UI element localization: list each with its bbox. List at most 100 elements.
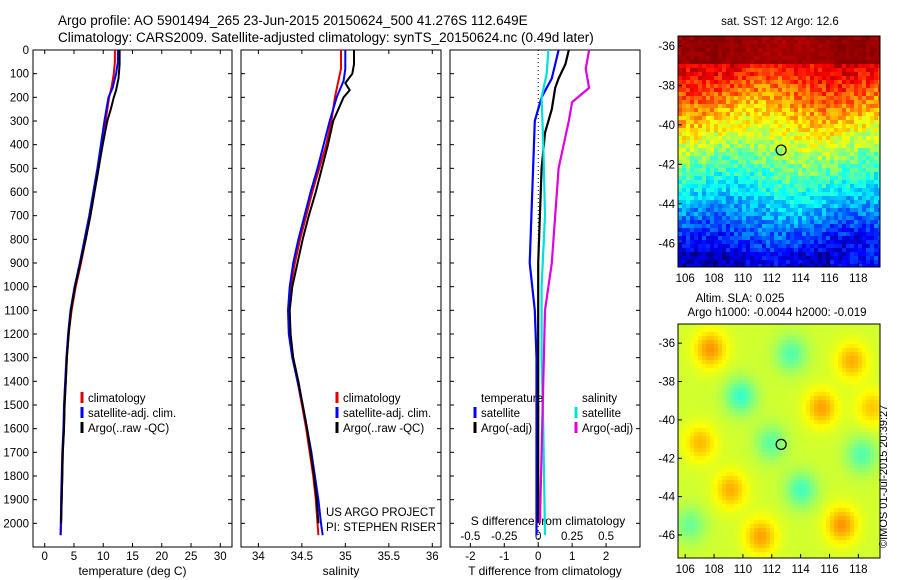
salinity-series-line — [286, 50, 347, 536]
temperature-ytick-label: 1100 — [4, 305, 29, 317]
difference-xtick-label: 2 — [603, 551, 609, 563]
temperature-xtick-label: 20 — [155, 551, 168, 563]
sla-map-ytick-label: -46 — [658, 530, 675, 542]
sst-map-xtick-label: 116 — [820, 273, 838, 285]
temperature-ytick-label: 900 — [10, 258, 29, 270]
difference-xtick-label-top: -0.25 — [491, 531, 517, 543]
temperature-ytick-label: 600 — [10, 187, 29, 199]
sst-map-ytick-label: -36 — [658, 41, 675, 53]
temperature-ytick-label: 0 — [23, 45, 29, 57]
difference-xtick-label-top: 0.25 — [561, 531, 583, 543]
salinity-legend-label: climatology — [343, 393, 401, 405]
salinity-legend-label: Argo(..raw -QC) — [343, 423, 424, 435]
temperature-ytick-label: 400 — [10, 140, 29, 152]
difference-series-line — [528, 49, 560, 536]
difference-legend-title: temperature — [481, 393, 543, 405]
sst-map-title: sat. SST: 12 Argo: 12.6 — [721, 16, 839, 28]
temperature-ytick-label: 700 — [10, 211, 29, 223]
sst-map-frame — [677, 35, 881, 268]
temperature-legend-label: climatology — [88, 393, 146, 405]
sst-map-ytick-label: -42 — [658, 159, 675, 171]
temperature-xlabel: temperature (deg C) — [78, 564, 186, 578]
sst-map-heatmap-cells — [678, 36, 880, 267]
temperature-series-line — [60, 50, 121, 524]
temperature-ytick-label: 1700 — [3, 447, 29, 459]
sla-map-ytick-label: -42 — [658, 453, 675, 465]
sst-map-ytick-label: -44 — [658, 199, 675, 211]
temperature-xtick-label: 5 — [71, 551, 77, 563]
temperature-ytick-label: 1500 — [3, 400, 29, 412]
sla-map-ytick-label: -36 — [658, 338, 675, 350]
difference-xtick-label: -2 — [465, 551, 475, 563]
sst-map-xtick-label: 112 — [763, 273, 781, 285]
temperature-ytick-label: 1300 — [3, 353, 29, 365]
sla-map-heatmap-cells — [678, 324, 880, 558]
sst-map-xtick-label: 108 — [704, 273, 723, 285]
difference-xlabel: T difference from climatology — [468, 564, 622, 578]
sla-map-ytick-label: -38 — [658, 377, 675, 389]
temperature-ytick-label: 300 — [10, 116, 29, 128]
temperature-ytick-label: 200 — [10, 92, 29, 104]
sst-map-xtick-label: 114 — [791, 273, 810, 285]
difference-legend-label: satellite — [582, 408, 621, 420]
temperature-legend-label: Argo(..raw -QC) — [88, 423, 169, 435]
salinity-frame — [240, 49, 442, 548]
temperature-xtick-label: 0 — [42, 551, 48, 563]
sst-map-xtick-label: 106 — [676, 273, 695, 285]
sla-map-xtick-label: 118 — [849, 564, 867, 576]
difference-xtick-label-top: -0.5 — [460, 531, 480, 543]
salinity-xlabel: salinity — [323, 564, 360, 578]
sst-map-ytick-label: -46 — [658, 238, 675, 250]
difference-xtick-label: 1 — [569, 551, 575, 563]
salinity-annotation: US ARGO PROJECT — [326, 507, 435, 519]
temperature-ytick-label: 1200 — [3, 329, 29, 341]
temperature-ytick-label: 1800 — [3, 471, 29, 483]
sst-map-xtick-label: 110 — [734, 273, 752, 285]
salinity-annotation: PI: STEPHEN RISER — [326, 522, 436, 534]
sla-map-frame — [677, 323, 881, 559]
difference-series-line — [538, 49, 591, 524]
sla-map-subtitle: Argo h1000: -0.0044 h2000: -0.019 — [687, 307, 866, 319]
salinity-legend-label: satellite-adj. clim. — [343, 408, 431, 420]
sst-map-xtick-label: 118 — [849, 273, 867, 285]
salinity-xtick-label: 35.5 — [378, 551, 400, 563]
salinity-series-line — [288, 50, 355, 524]
temperature-xtick-label: 25 — [185, 551, 198, 563]
difference-xtick-label-top: 0.5 — [598, 531, 614, 543]
difference-top-label: S difference from climatology — [471, 514, 626, 528]
salinity-xtick-label: 36 — [426, 551, 439, 563]
climatology-title: Climatology: CARS2009. Satellite-adjuste… — [58, 30, 594, 45]
sla-map-ytick-label: -44 — [658, 492, 675, 504]
temperature-xtick-label: 10 — [97, 551, 110, 563]
temperature-series-line — [59, 50, 119, 536]
difference-legend-label: Argo(-adj) — [582, 423, 633, 435]
temperature-ytick-label: 100 — [10, 69, 29, 81]
salinity-xtick-label: 34.5 — [291, 551, 313, 563]
difference-xtick-label: 0 — [535, 551, 541, 563]
sla-map-ytick-label: -40 — [658, 415, 675, 427]
difference-legend-label: satellite — [481, 408, 520, 420]
temperature-ytick-label: 1900 — [3, 495, 29, 507]
salinity-xtick-label: 35 — [339, 551, 352, 563]
sla-map-xtick-label: 108 — [704, 564, 723, 576]
sla-map-argo-marker — [775, 438, 787, 450]
difference-legend-title: salinity — [582, 393, 617, 405]
sst-map-ytick-label: -38 — [658, 80, 675, 92]
difference-series-line — [537, 49, 570, 524]
sla-map-xtick-label: 110 — [734, 564, 752, 576]
temperature-ytick-label: 1600 — [3, 424, 29, 436]
difference-frame — [449, 49, 641, 548]
temperature-legend-label: satellite-adj. clim. — [88, 408, 176, 420]
profile-title: Argo profile: AO 5901494_265 23-Jun-2015… — [58, 13, 528, 28]
sla-map-xtick-label: 112 — [763, 564, 781, 576]
difference-xtick-label-top: 0 — [535, 531, 541, 543]
difference-legend-label: Argo(-adj) — [481, 423, 532, 435]
temperature-ytick-label: 1400 — [3, 376, 29, 388]
salinity-xtick-label: 34 — [252, 551, 265, 563]
temperature-xtick-label: 30 — [214, 551, 227, 563]
temperature-ytick-label: 2000 — [3, 518, 29, 530]
sla-map-xtick-label: 106 — [676, 564, 695, 576]
sst-map-ytick-label: -40 — [658, 120, 675, 132]
sst-map-argo-marker — [775, 144, 787, 156]
